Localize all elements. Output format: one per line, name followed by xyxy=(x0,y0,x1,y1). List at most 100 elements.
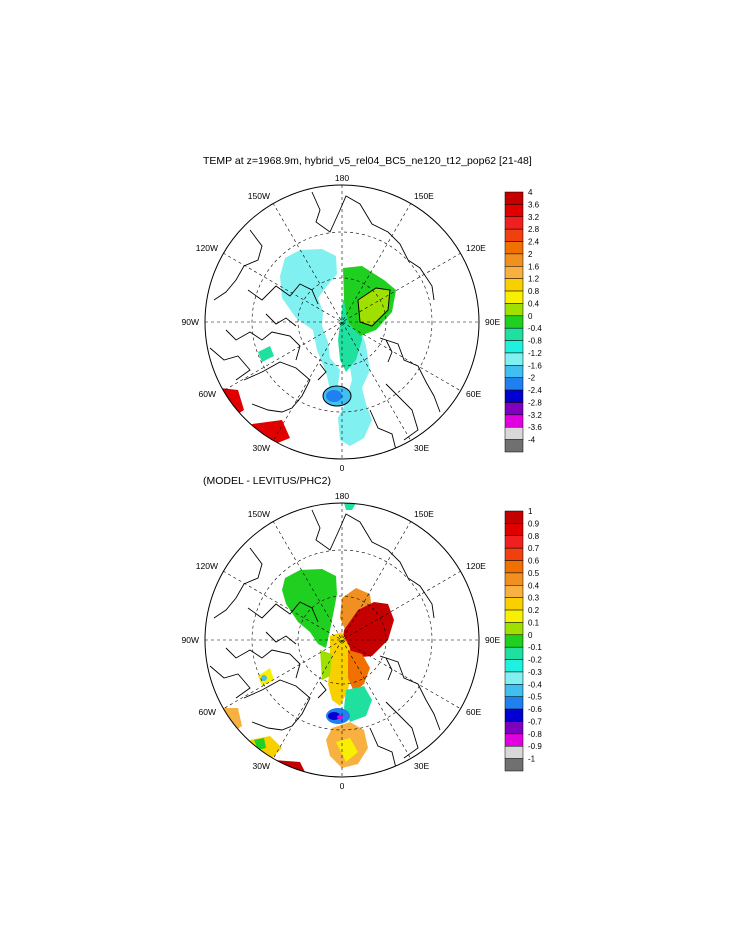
colorbar-swatch xyxy=(504,389,524,403)
panel1-lon-150w: 150W xyxy=(248,191,270,201)
panel1-map-border xyxy=(204,184,480,460)
colorbar-label: 2 xyxy=(528,250,533,259)
colorbar-label: 3.2 xyxy=(528,213,540,222)
colorbar-swatch xyxy=(504,547,524,561)
panel2-lon-0: 0 xyxy=(340,781,345,791)
panel2-lon-30w: 30W xyxy=(253,761,270,771)
colorbar-label: 1.2 xyxy=(528,275,540,284)
colorbar-swatch xyxy=(504,216,524,230)
panel1-title: TEMP at z=1968.9m, hybrid_v5_rel04_BC5_n… xyxy=(203,155,532,167)
panel2-lon-120w: 120W xyxy=(196,561,218,571)
colorbar-label: -0.1 xyxy=(528,643,542,652)
colorbar-label: -1 xyxy=(528,755,536,764)
colorbar-label: 0.1 xyxy=(528,618,540,627)
colorbar-label: -0.4 xyxy=(528,324,542,333)
colorbar-swatch xyxy=(504,414,524,428)
colorbar-label: -0.6 xyxy=(528,705,542,714)
colorbar-label: 2.4 xyxy=(528,238,540,247)
colorbar-label: 0.2 xyxy=(528,606,540,615)
colorbar-swatch xyxy=(504,634,524,648)
colorbar-swatch xyxy=(504,523,524,537)
colorbar-label: 3.6 xyxy=(528,200,540,209)
colorbar-swatch xyxy=(504,696,524,710)
panel1-lon-120w: 120W xyxy=(196,243,218,253)
colorbar-label: -3.6 xyxy=(528,423,542,432)
colorbar-label: 0.8 xyxy=(528,532,540,541)
colorbar-swatch xyxy=(504,204,524,218)
panel2-colorbar: 1 0.9 0.8 0.7 0.6 0.5 0.4 0.3 0.2 0.1 0 -0.1 -0.2 -0.… xyxy=(504,507,542,772)
colorbar-label: 4 xyxy=(528,188,533,197)
colorbar-label: 0.3 xyxy=(528,594,540,603)
panel1-map: 180 0 90W 90E 150W 120W 150E 120E 60W 30… xyxy=(182,173,501,473)
panel1-lon-30w: 30W xyxy=(253,443,270,453)
colorbar-swatch xyxy=(504,426,524,440)
colorbar-swatch xyxy=(504,303,524,317)
colorbar-swatch xyxy=(504,758,524,772)
panel2-lon-30e: 30E xyxy=(414,761,429,771)
colorbar-label: -1.6 xyxy=(528,361,542,370)
panel2-lon-180: 180 xyxy=(335,491,349,501)
colorbar-label: -0.5 xyxy=(528,693,542,702)
colorbar-label: -4 xyxy=(528,436,536,445)
colorbar-label: 0.6 xyxy=(528,557,540,566)
colorbar-swatch xyxy=(504,340,524,354)
panel1-lon-0: 0 xyxy=(340,463,345,473)
colorbar-swatch xyxy=(504,671,524,685)
colorbar-label: -0.2 xyxy=(528,656,542,665)
colorbar-label: 0 xyxy=(528,631,533,640)
colorbar-swatch xyxy=(504,402,524,416)
colorbar-label: -2.4 xyxy=(528,386,542,395)
colorbar-label: 0.5 xyxy=(528,569,540,578)
colorbar-swatch xyxy=(504,597,524,611)
panel1-lon-120e: 120E xyxy=(466,243,486,253)
colorbar-swatch xyxy=(504,439,524,453)
colorbar-swatch xyxy=(504,733,524,747)
colorbar-swatch xyxy=(504,365,524,378)
colorbar-swatch xyxy=(504,535,524,549)
colorbar-swatch xyxy=(504,684,524,697)
colorbar-swatch xyxy=(504,228,524,242)
colorbar-label: 0.7 xyxy=(528,544,540,553)
colorbar-label: 0.4 xyxy=(528,581,540,590)
colorbar-label: -0.4 xyxy=(528,680,542,689)
panel1-lon-60e: 60E xyxy=(466,389,481,399)
colorbar-swatch xyxy=(504,278,524,292)
panel2-lon-90w: 90W xyxy=(182,635,199,645)
panel1-lon-90e: 90E xyxy=(485,317,500,327)
colorbar-swatch xyxy=(504,622,524,636)
colorbar-label: -0.3 xyxy=(528,668,542,677)
colorbar-label: 1 xyxy=(528,507,533,516)
colorbar-swatch xyxy=(504,290,524,304)
colorbar-label: -2 xyxy=(528,374,536,383)
colorbar-swatch xyxy=(504,510,524,524)
colorbar-swatch xyxy=(504,253,524,267)
panel2-lon-150e: 150E xyxy=(414,509,434,519)
colorbar-swatch xyxy=(504,745,524,759)
colorbar-swatch xyxy=(504,646,524,660)
colorbar-swatch xyxy=(504,609,524,623)
colorbar-label: 0 xyxy=(528,312,533,321)
colorbar-swatch xyxy=(504,708,524,722)
panel1-lon-90w: 90W xyxy=(182,317,199,327)
panel1-colorbar: 4 3.6 3.2 2.8 2.4 2 1.6 1.2 0.8 0.4 0 -0.4 -0.8 -1.2 -… xyxy=(504,188,542,453)
panel2-title: (MODEL - LEVITUS/PHC2) xyxy=(203,475,331,487)
colorbar-label: -0.8 xyxy=(528,337,542,346)
panel2-lon-120e: 120E xyxy=(466,561,486,571)
panel1-lon-180: 180 xyxy=(335,173,349,183)
colorbar-label: -1.2 xyxy=(528,349,542,358)
colorbar-swatch xyxy=(504,572,524,586)
colorbar-label: -2.8 xyxy=(528,398,542,407)
colorbar-swatch xyxy=(504,315,524,329)
colorbar-swatch xyxy=(504,560,524,574)
panel2-lon-90e: 90E xyxy=(485,635,500,645)
colorbar-swatch xyxy=(504,241,524,255)
colorbar-label: 0.9 xyxy=(528,519,540,528)
colorbar-swatch xyxy=(504,721,524,735)
panel2-lon-60w: 60W xyxy=(199,707,216,717)
colorbar-swatch xyxy=(504,352,524,366)
colorbar-swatch xyxy=(504,266,524,279)
panel2-data-field xyxy=(205,503,479,777)
colorbar-swatch xyxy=(504,659,524,673)
colorbar-swatch xyxy=(504,585,524,598)
panel2-map: 180 0 90W 90E 150W 120W 150E 120E 60W 30… xyxy=(182,491,501,791)
